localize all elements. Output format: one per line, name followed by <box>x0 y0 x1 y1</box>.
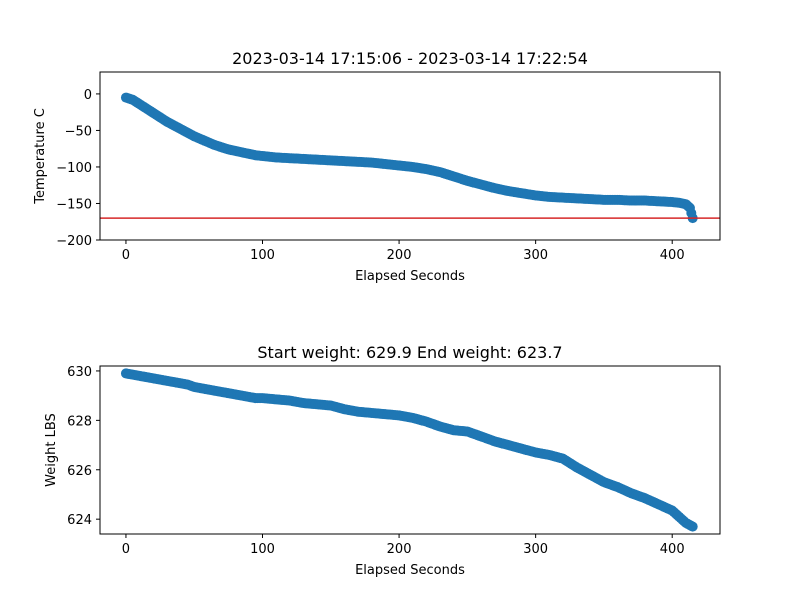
y-tick-label: 624 <box>67 513 92 528</box>
x-tick-label: 100 <box>250 248 275 263</box>
x-tick-label: 400 <box>660 248 685 263</box>
chart-title: Start weight: 629.9 End weight: 623.7 <box>257 343 562 362</box>
x-tick-label: 0 <box>122 542 130 557</box>
y-axis-label: Weight LBS <box>44 413 59 487</box>
y-tick-label: 630 <box>67 365 92 380</box>
axis-ticks: 0 100 200 300 400 624 626 628 630 <box>67 365 684 557</box>
x-tick-label: 0 <box>122 248 130 263</box>
weight-subplot: Start weight: 629.9 End weight: 623.7 We… <box>44 343 721 578</box>
y-tick-label: 628 <box>67 414 92 429</box>
y-tick-label: −150 <box>56 197 92 212</box>
x-axis-label: Elapsed Seconds <box>355 269 465 284</box>
data-points <box>120 92 698 224</box>
y-tick-label: −50 <box>65 124 92 139</box>
x-tick-label: 200 <box>387 248 412 263</box>
data-points <box>120 368 698 532</box>
y-tick-label: −200 <box>56 234 92 249</box>
temperature-subplot: 2023-03-14 17:15:06 - 2023-03-14 17:22:5… <box>33 49 721 284</box>
x-tick-label: 200 <box>387 542 412 557</box>
chart-title: 2023-03-14 17:15:06 - 2023-03-14 17:22:5… <box>232 49 588 68</box>
data-point <box>686 207 697 218</box>
y-axis-label: Temperature C <box>33 108 48 205</box>
x-tick-label: 400 <box>660 542 685 557</box>
x-tick-label: 300 <box>523 542 548 557</box>
plot-frame <box>99 71 721 241</box>
data-point <box>685 520 696 531</box>
axis-ticks: 0 100 200 300 400 0 −50 −100 −150 −200 <box>56 88 684 263</box>
x-axis-label: Elapsed Seconds <box>355 563 465 578</box>
y-tick-label: −100 <box>56 161 92 176</box>
plot-frame <box>99 365 721 535</box>
y-tick-label: 626 <box>67 464 92 479</box>
y-tick-label: 0 <box>84 88 92 103</box>
x-tick-label: 300 <box>523 248 548 263</box>
x-tick-label: 100 <box>250 542 275 557</box>
